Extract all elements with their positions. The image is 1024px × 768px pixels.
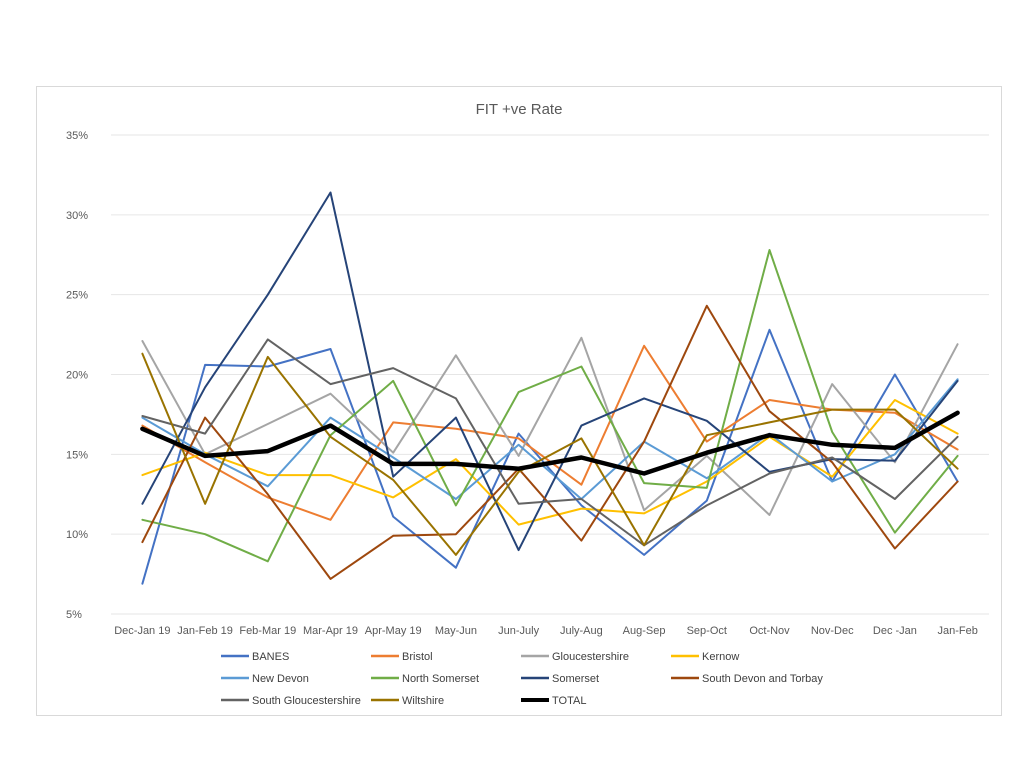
legend-item: South Gloucestershire	[221, 695, 361, 707]
legend-label: Somerset	[552, 673, 599, 685]
series-line-bristol	[141, 344, 959, 521]
y-tick-label: 25%	[66, 290, 88, 302]
legend-item: Wiltshire	[371, 695, 444, 707]
legend-item: Bristol	[371, 651, 433, 663]
y-tick-label: 10%	[66, 529, 88, 541]
series-line-south-gloucestershire	[141, 338, 959, 547]
legend-label: New Devon	[252, 673, 309, 685]
line-chart: FIT +ve Rate 5% 10% 15% 20% 25% 30% 35% Dec-Ja…	[66, 101, 989, 707]
legend-label: Kernow	[702, 651, 739, 663]
legend-item: North Somerset	[371, 673, 479, 685]
x-tick-label: Jun-July	[498, 625, 539, 637]
chart-area: FIT +ve Rate 5% 10% 15% 20% 25% 30% 35% Dec-Ja…	[36, 86, 1002, 716]
y-tick-label: 20%	[66, 370, 88, 382]
legend-item: New Devon	[221, 673, 309, 685]
series-lines	[140, 191, 960, 585]
series-line-gloucestershire	[141, 336, 959, 516]
x-tick-label: Dec -Jan	[873, 625, 917, 637]
legend: BANES Bristol Gloucestershire Kernow New Dev…	[221, 651, 823, 707]
series-line-new-devon	[141, 378, 959, 500]
x-tick-label: Dec-Jan 19	[114, 625, 170, 637]
legend-label: Bristol	[402, 651, 433, 663]
y-tick-label: 30%	[66, 210, 88, 222]
x-tick-label: Aug-Sep	[623, 625, 666, 637]
chart-title: FIT +ve Rate	[476, 101, 563, 118]
series-line-north-somerset	[141, 249, 959, 563]
x-tick-label: Apr-May 19	[365, 625, 422, 637]
y-tick-label: 5%	[66, 609, 82, 621]
x-axis-ticks: Dec-Jan 19 Jan-Feb 19 Feb-Mar 19 Mar-Apr 19…	[114, 625, 978, 637]
x-tick-label: July-Aug	[560, 625, 603, 637]
legend-item: TOTAL	[521, 695, 586, 707]
x-tick-label: Oct-Nov	[749, 625, 790, 637]
legend-item: Somerset	[521, 673, 599, 685]
series-line-banes	[141, 328, 959, 585]
legend-label: North Somerset	[402, 673, 479, 685]
legend-item: South Devon and Torbay	[671, 673, 823, 685]
x-tick-label: Feb-Mar 19	[239, 625, 296, 637]
x-tick-label: Jan-Feb 19	[177, 625, 233, 637]
y-axis-ticks: 5% 10% 15% 20% 25% 30% 35%	[66, 130, 88, 621]
y-tick-label: 15%	[66, 449, 88, 461]
legend-item: BANES	[221, 651, 289, 663]
gridlines	[111, 134, 989, 615]
x-tick-label: Mar-Apr 19	[303, 625, 358, 637]
series-line-total	[140, 410, 960, 476]
legend-label: BANES	[252, 651, 289, 663]
x-tick-label: May-Jun	[435, 625, 477, 637]
x-tick-label: Nov-Dec	[811, 625, 854, 637]
legend-label: South Gloucestershire	[252, 695, 361, 707]
series-line-wiltshire	[141, 352, 959, 556]
legend-item: Gloucestershire	[521, 651, 629, 663]
series-line-somerset	[141, 191, 959, 552]
x-tick-label: Jan-Feb	[937, 625, 977, 637]
x-tick-label: Sep-Oct	[687, 625, 727, 637]
series-line-south-devon-and-torbay	[141, 304, 959, 580]
y-tick-label: 35%	[66, 130, 88, 142]
legend-label: Wiltshire	[402, 695, 444, 707]
legend-label: Gloucestershire	[552, 651, 629, 663]
legend-label: South Devon and Torbay	[702, 673, 823, 685]
legend-label: TOTAL	[552, 695, 586, 707]
legend-item: Kernow	[671, 651, 739, 663]
